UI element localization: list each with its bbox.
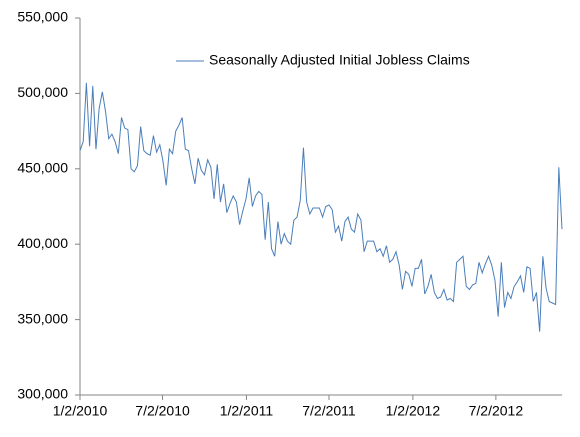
y-tick-label: 550,000 — [17, 9, 68, 25]
y-tick-label: 500,000 — [17, 84, 68, 100]
x-tick-label: 1/2/2012 — [386, 403, 441, 419]
x-tick-label: 7/2/2010 — [135, 403, 190, 419]
y-tick-label: 450,000 — [17, 160, 68, 176]
x-tick-label: 7/2/2011 — [302, 403, 356, 419]
x-tick-label: 7/2/2012 — [469, 403, 524, 419]
data-line — [79, 82, 563, 332]
x-tick-label: 1/2/2010 — [53, 403, 108, 419]
y-tick-label: 400,000 — [17, 235, 68, 251]
x-tick-label: 1/2/2011 — [220, 403, 274, 419]
legend-label: Seasonally Adjusted Initial Jobless Clai… — [209, 52, 470, 68]
y-tick-label: 350,000 — [17, 310, 68, 326]
y-tick-label: 300,000 — [17, 386, 68, 402]
